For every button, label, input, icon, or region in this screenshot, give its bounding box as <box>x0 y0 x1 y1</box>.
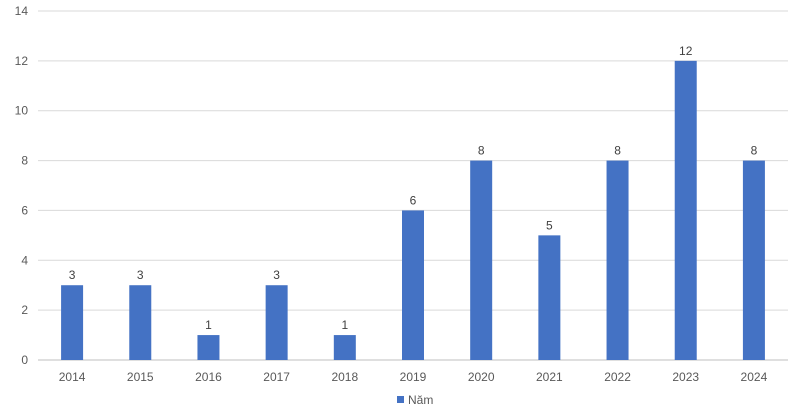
x-tick-label: 2019 <box>400 370 427 384</box>
bar <box>742 160 765 360</box>
bar <box>402 210 424 360</box>
data-label: 12 <box>679 44 693 58</box>
data-label: 8 <box>614 144 621 158</box>
data-label: 8 <box>751 144 758 158</box>
data-label: 6 <box>410 193 417 207</box>
legend-label: Năm <box>408 393 433 407</box>
x-tick-label: 2016 <box>195 370 222 384</box>
bar <box>61 285 84 360</box>
data-label: 3 <box>137 268 144 282</box>
y-tick-label: 10 <box>15 104 29 118</box>
data-label: 5 <box>546 218 553 232</box>
y-tick-label: 4 <box>21 253 28 267</box>
x-tick-label: 2023 <box>672 370 699 384</box>
x-tick-label: 2020 <box>468 370 495 384</box>
bar <box>265 285 288 360</box>
legend: Năm <box>397 393 433 407</box>
bar <box>197 335 220 360</box>
data-label: 3 <box>273 268 280 282</box>
bar <box>674 60 697 360</box>
y-tick-label: 0 <box>21 353 28 367</box>
bar <box>129 285 152 360</box>
x-tick-label: 2017 <box>263 370 290 384</box>
y-tick-label: 8 <box>21 154 28 168</box>
data-label: 3 <box>69 268 76 282</box>
bar <box>538 235 561 360</box>
data-label: 1 <box>205 318 212 332</box>
bar <box>470 160 493 360</box>
bar-series: 3 3 1 3 1 6 8 5 8 12 8 <box>61 44 765 360</box>
y-tick-label: 12 <box>15 54 29 68</box>
x-tick-label: 2015 <box>127 370 154 384</box>
legend-swatch <box>397 396 404 403</box>
bar <box>333 335 356 360</box>
bar <box>606 160 629 360</box>
x-tick-label: 2021 <box>536 370 563 384</box>
y-axis-ticks: 0 2 4 6 8 10 12 14 <box>15 4 29 367</box>
x-axis-ticks: 2014 2015 2016 2017 2018 2019 2020 2021 2022 2023… <box>59 370 768 384</box>
y-tick-label: 6 <box>21 203 28 217</box>
y-tick-label: 2 <box>21 303 28 317</box>
x-tick-label: 2022 <box>604 370 631 384</box>
y-tick-label: 14 <box>15 4 29 18</box>
x-tick-label: 2018 <box>331 370 358 384</box>
x-tick-label: 2014 <box>59 370 86 384</box>
data-label: 1 <box>341 318 348 332</box>
x-tick-label: 2024 <box>741 370 768 384</box>
data-label: 8 <box>478 144 485 158</box>
